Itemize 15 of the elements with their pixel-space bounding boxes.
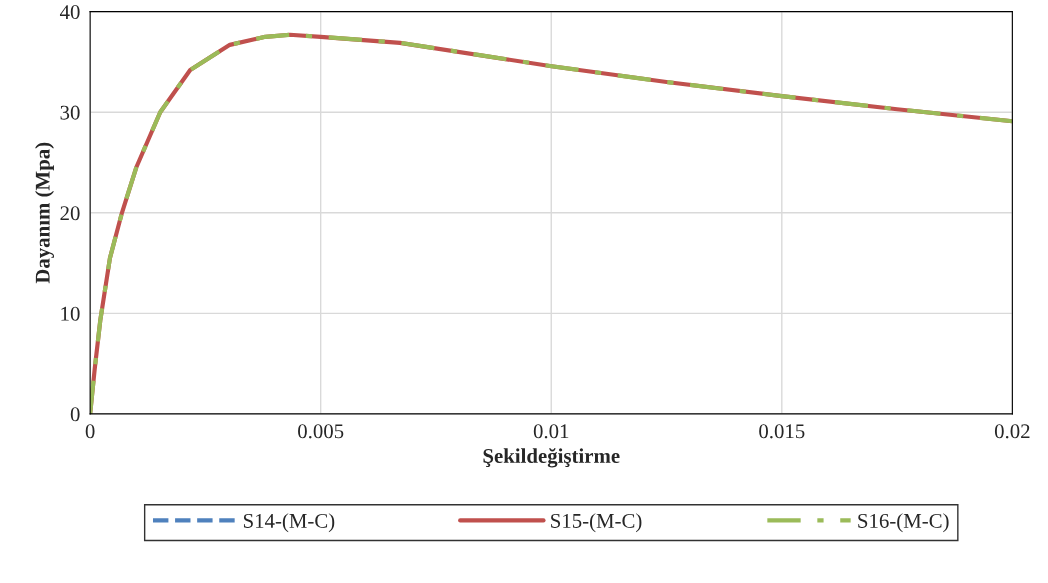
legend-label: S14-(M-C) xyxy=(243,513,335,533)
x-tick-label: 0 xyxy=(85,424,95,439)
x-tick-label: 0.01 xyxy=(533,424,569,439)
y-tick-label: 20 xyxy=(60,206,80,221)
y-axis-title: Dayanım (Mpa) xyxy=(35,142,55,284)
legend-label: S16-(M-C) xyxy=(858,513,949,533)
x-axis-title: Şekildeğiştirme xyxy=(483,448,620,468)
y-tick-label: 30 xyxy=(60,105,80,120)
x-tick-label: 0.015 xyxy=(759,424,805,439)
y-tick-label: 40 xyxy=(59,5,80,20)
x-tick-label: 0.02 xyxy=(994,424,1030,439)
legend-label: S15-(M-C) xyxy=(551,513,642,533)
y-tick-label: 10 xyxy=(61,306,80,321)
x-tick-label: 0.005 xyxy=(298,424,344,439)
y-tick-label: 0 xyxy=(70,407,80,422)
